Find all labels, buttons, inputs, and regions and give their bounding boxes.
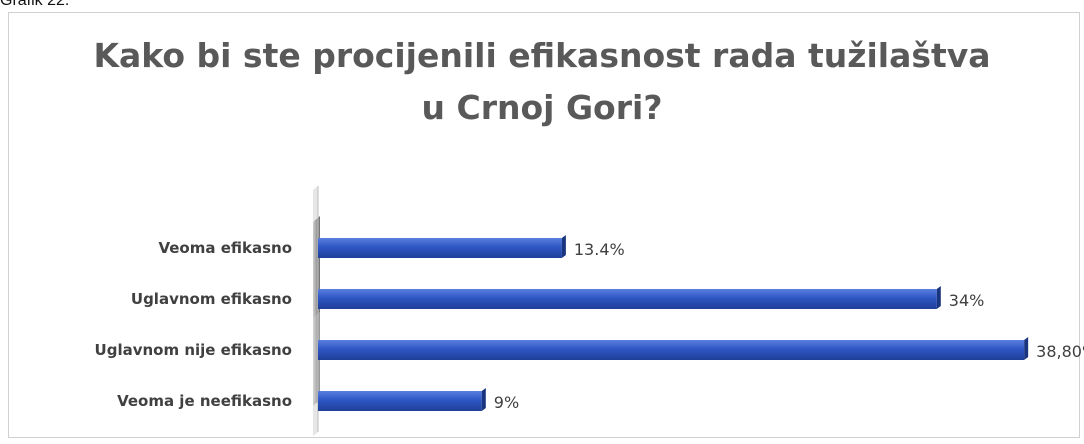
figure-caption: Grafik 22. (0, 0, 70, 9)
bar-group (318, 286, 941, 309)
bar-end-cap (481, 388, 486, 411)
bar-end-cap (561, 235, 566, 258)
data-label: 34% (949, 291, 985, 310)
bar-group (318, 388, 486, 411)
bar (318, 391, 482, 411)
category-label: Uglavnom efikasno (131, 290, 292, 308)
data-label: 38,80% (1036, 342, 1084, 361)
category-label: Veoma efikasno (158, 239, 292, 257)
data-label: 13.4% (574, 240, 625, 259)
bar-end-cap (1024, 337, 1029, 360)
category-label: Uglavnom nije efikasno (95, 341, 292, 359)
bar-group (318, 235, 566, 258)
chart-frame (8, 12, 1080, 438)
bar (318, 289, 937, 309)
chart-title-line-2: u Crnoj Gori? (421, 88, 663, 127)
bar-end-cap (936, 286, 941, 309)
chart-title-line-1: Kako bi ste procijenili efikasnost rada … (93, 36, 991, 75)
chart-title: Kako bi ste procijenili efikasnost rada … (0, 30, 1084, 134)
category-label: Veoma je neefikasno (117, 392, 292, 410)
data-label: 9% (494, 393, 519, 412)
bar (318, 238, 562, 258)
bar-group (318, 337, 1029, 360)
bar (318, 340, 1025, 360)
